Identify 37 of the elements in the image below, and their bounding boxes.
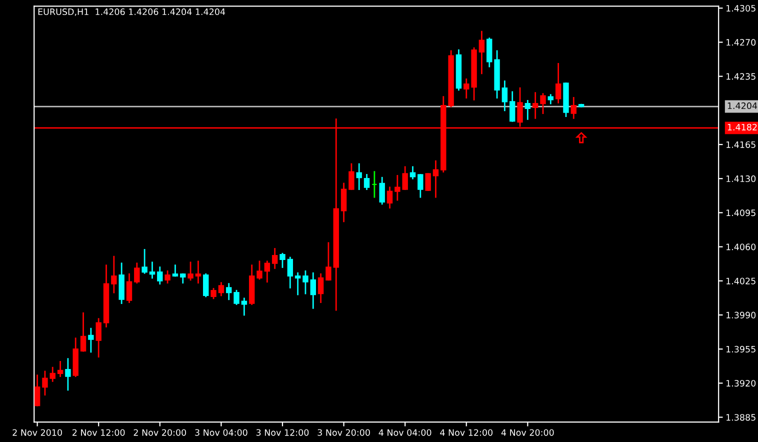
y-tick-label: 1.3885 — [726, 414, 756, 421]
ref-line-label: 1.4204 — [728, 102, 758, 110]
candlestick — [188, 262, 194, 281]
x-tick-label: 2 Nov 2010 — [12, 429, 62, 436]
y-tick-label: 1.4305 — [726, 4, 756, 12]
candlestick — [210, 288, 216, 300]
candlestick — [372, 171, 378, 198]
x-tick-label: 3 Nov 20:00 — [318, 429, 370, 436]
y-tick-label: 1.4165 — [726, 141, 756, 148]
candlestick — [302, 270, 308, 294]
candlestick — [256, 260, 262, 280]
x-tick-label: 4 Nov 12:00 — [440, 429, 493, 436]
x-tick-label: 2 Nov 20:00 — [134, 429, 186, 436]
candlestick — [65, 358, 71, 391]
y-tick-label: 1.3920 — [726, 380, 756, 387]
y-tick-label: 1.4095 — [726, 210, 756, 216]
candlestick — [280, 252, 286, 268]
x-tick-label: 3 Nov 12:00 — [256, 429, 309, 436]
x-tick-label: 3 Nov 04:00 — [195, 429, 248, 436]
y-tick-label: 1.4235 — [726, 73, 756, 80]
x-tick-label: 2 Nov 12:00 — [72, 429, 125, 436]
candlestick — [425, 173, 431, 191]
y-tick-label: 1.3955 — [726, 346, 756, 353]
y-tick-label: 1.4025 — [726, 278, 756, 284]
candlestick — [540, 93, 546, 114]
y-tick-label: 1.4060 — [726, 244, 756, 250]
y-tick-label: 1.3990 — [726, 312, 756, 318]
y-tick-label: 1.4130 — [726, 175, 756, 182]
chart-title: EURUSD,H1 1.4206 1.4206 1.4204 1.4204 — [38, 8, 226, 16]
candlestick — [326, 242, 332, 281]
y-tick-label: 1.4270 — [726, 39, 756, 46]
x-tick-label: 4 Nov 04:00 — [378, 429, 432, 436]
x-tick-label: 4 Nov 20:00 — [501, 429, 554, 436]
ref-line-label: 1.4182 — [728, 124, 757, 130]
candlestick — [42, 370, 48, 396]
candlestick — [234, 290, 240, 305]
candlestick — [348, 163, 354, 190]
